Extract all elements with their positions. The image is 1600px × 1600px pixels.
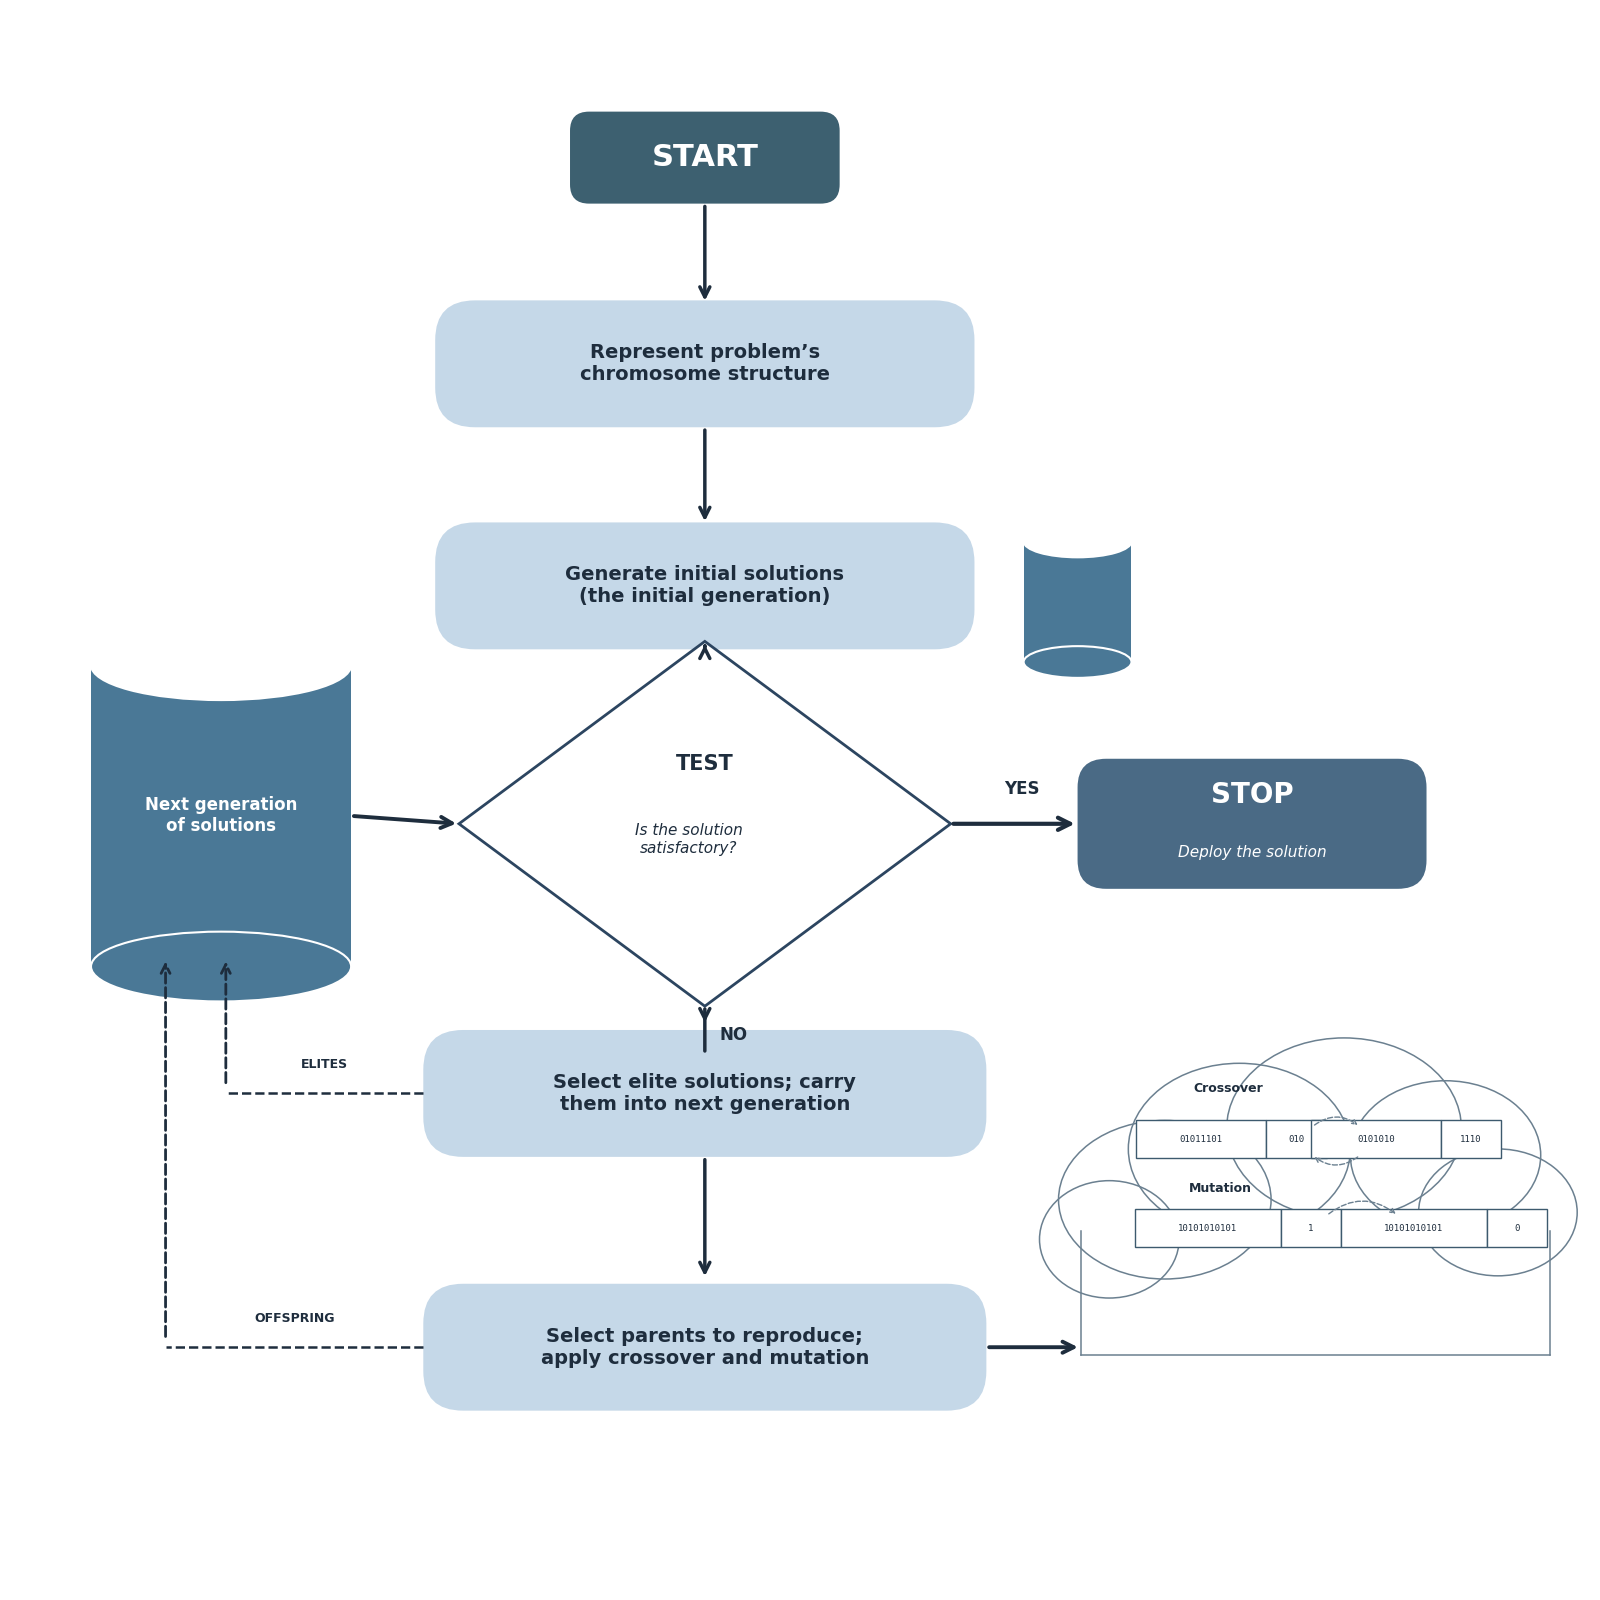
FancyBboxPatch shape bbox=[1136, 1120, 1266, 1158]
Text: OFFSPRING: OFFSPRING bbox=[254, 1312, 334, 1325]
Polygon shape bbox=[1070, 1192, 1562, 1355]
Text: Crossover: Crossover bbox=[1194, 1082, 1262, 1094]
FancyBboxPatch shape bbox=[1310, 1120, 1440, 1158]
Polygon shape bbox=[459, 642, 950, 1006]
Text: 1: 1 bbox=[1309, 1224, 1314, 1232]
FancyBboxPatch shape bbox=[1341, 1210, 1486, 1248]
Text: 10101010101: 10101010101 bbox=[1178, 1224, 1237, 1232]
FancyBboxPatch shape bbox=[435, 301, 974, 427]
Text: 010: 010 bbox=[1288, 1134, 1304, 1144]
FancyBboxPatch shape bbox=[1280, 1210, 1341, 1248]
Text: 0: 0 bbox=[1514, 1224, 1520, 1232]
FancyBboxPatch shape bbox=[1486, 1210, 1547, 1248]
Ellipse shape bbox=[1062, 1123, 1267, 1275]
Text: Next generation
of solutions: Next generation of solutions bbox=[146, 797, 298, 835]
Polygon shape bbox=[91, 666, 350, 966]
Text: 01011101: 01011101 bbox=[1179, 1134, 1222, 1144]
Text: START: START bbox=[651, 142, 758, 173]
FancyBboxPatch shape bbox=[1440, 1120, 1501, 1158]
FancyBboxPatch shape bbox=[424, 1030, 986, 1157]
Ellipse shape bbox=[1230, 1042, 1458, 1216]
Text: TEST: TEST bbox=[675, 754, 734, 773]
Text: Represent problem’s
chromosome structure: Represent problem’s chromosome structure bbox=[579, 344, 830, 384]
FancyBboxPatch shape bbox=[1134, 1210, 1280, 1248]
Text: Select elite solutions; carry
them into next generation: Select elite solutions; carry them into … bbox=[554, 1074, 856, 1114]
Text: ELITES: ELITES bbox=[301, 1058, 349, 1072]
FancyBboxPatch shape bbox=[1077, 758, 1427, 890]
Polygon shape bbox=[1070, 1235, 1562, 1355]
Polygon shape bbox=[1024, 541, 1131, 662]
FancyBboxPatch shape bbox=[1266, 1120, 1326, 1158]
Text: 1110: 1110 bbox=[1461, 1134, 1482, 1144]
Text: NO: NO bbox=[720, 1026, 747, 1043]
Ellipse shape bbox=[1422, 1152, 1574, 1272]
Ellipse shape bbox=[1354, 1083, 1538, 1227]
Ellipse shape bbox=[91, 630, 350, 701]
Text: 10101010101: 10101010101 bbox=[1384, 1224, 1443, 1232]
Text: Is the solution
satisfactory?: Is the solution satisfactory? bbox=[635, 824, 742, 856]
FancyBboxPatch shape bbox=[424, 1283, 986, 1411]
Ellipse shape bbox=[1131, 1067, 1347, 1232]
Text: Select parents to reproduce;
apply crossover and mutation: Select parents to reproduce; apply cross… bbox=[541, 1326, 869, 1368]
Text: Deploy the solution: Deploy the solution bbox=[1178, 845, 1326, 859]
Ellipse shape bbox=[1043, 1184, 1176, 1294]
Ellipse shape bbox=[91, 931, 350, 1002]
Text: Mutation: Mutation bbox=[1189, 1182, 1251, 1195]
Text: STOP: STOP bbox=[1211, 781, 1293, 810]
FancyBboxPatch shape bbox=[570, 112, 840, 203]
FancyBboxPatch shape bbox=[435, 523, 974, 650]
Text: YES: YES bbox=[1005, 779, 1040, 798]
Ellipse shape bbox=[1024, 646, 1131, 678]
Ellipse shape bbox=[1024, 526, 1131, 557]
Text: Generate initial solutions
(the initial generation): Generate initial solutions (the initial … bbox=[565, 565, 845, 606]
Text: 0101010: 0101010 bbox=[1357, 1134, 1395, 1144]
